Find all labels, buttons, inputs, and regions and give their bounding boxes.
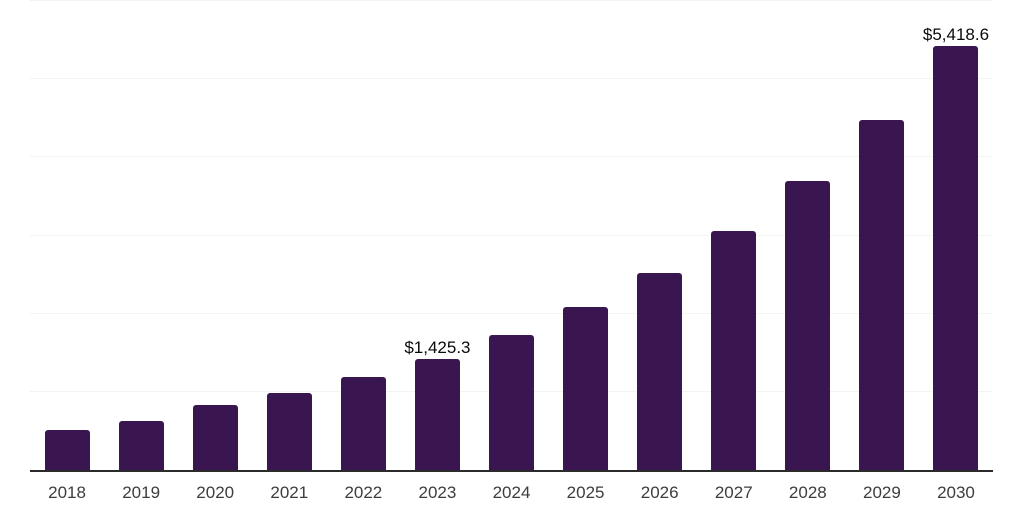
gridline-5000 [30, 78, 993, 80]
x-axis-label-2030: 2030 [937, 483, 975, 502]
bar-slot-2020 [178, 404, 252, 470]
bar-slot-2029 [845, 120, 919, 470]
bar-2026 [637, 272, 683, 470]
bar-2020 [192, 404, 238, 470]
x-axis: 2018 2019 2020 2021 2022 2023 2024 2025 2026 2027… [30, 483, 993, 503]
bar-2021 [266, 392, 312, 470]
bar-value-label-2023: $1,425.3 [404, 337, 471, 357]
bar-slot-2028 [771, 180, 845, 470]
bars-row: $1,425.3 $5,418.6 [30, 0, 993, 470]
x-axis-label-2024: 2024 [492, 483, 531, 502]
bar-2019 [118, 421, 164, 470]
x-axis-label-2027: 2027 [714, 483, 753, 502]
gridline-2000 [30, 312, 993, 314]
bar-slot-2019 [104, 421, 178, 470]
bar-2029 [859, 120, 905, 470]
x-axis-label-2019: 2019 [122, 483, 161, 502]
bar-2024 [489, 335, 534, 470]
x-axis-label-2022: 2022 [344, 483, 383, 502]
x-axis-label-2018: 2018 [48, 483, 86, 502]
gridline-3000 [30, 234, 993, 236]
bar-slot-2024 [474, 335, 548, 470]
x-axis-label-2023: 2023 [418, 483, 457, 502]
x-axis-label-2020: 2020 [196, 483, 235, 502]
bar-slot-2021 [252, 392, 326, 470]
bar-slot-2025 [549, 306, 623, 470]
x-axis-line [30, 470, 993, 472]
plot-area: $1,425.3 $5,418.6 [30, 0, 993, 472]
x-axis-label-2025: 2025 [566, 483, 605, 502]
x-axis-label-2029: 2029 [862, 483, 901, 502]
bar-slot-2022 [326, 377, 400, 470]
bar-2025 [563, 306, 609, 470]
bar-slot-2018 [30, 430, 104, 470]
bar-slot-2030: $5,418.6 [919, 26, 993, 470]
x-axis-label-2026: 2026 [640, 483, 679, 502]
bar-2030 [933, 46, 979, 470]
bar-slot-2027 [697, 231, 771, 470]
bar-2018 [44, 430, 90, 470]
gridline-4000 [30, 156, 993, 158]
bar-2022 [340, 377, 386, 470]
bar-slot-2026 [623, 272, 697, 470]
x-axis-label-2021: 2021 [270, 483, 309, 502]
bar-value-label-2030: $5,418.6 [922, 25, 990, 45]
bar-2027 [711, 231, 757, 470]
bar-2028 [785, 180, 831, 470]
x-axis-label-2028: 2028 [788, 483, 827, 502]
gridline-6000 [30, 0, 993, 1]
bar-slot-2023: $1,425.3 [400, 339, 474, 470]
bar-2023 [414, 358, 460, 470]
